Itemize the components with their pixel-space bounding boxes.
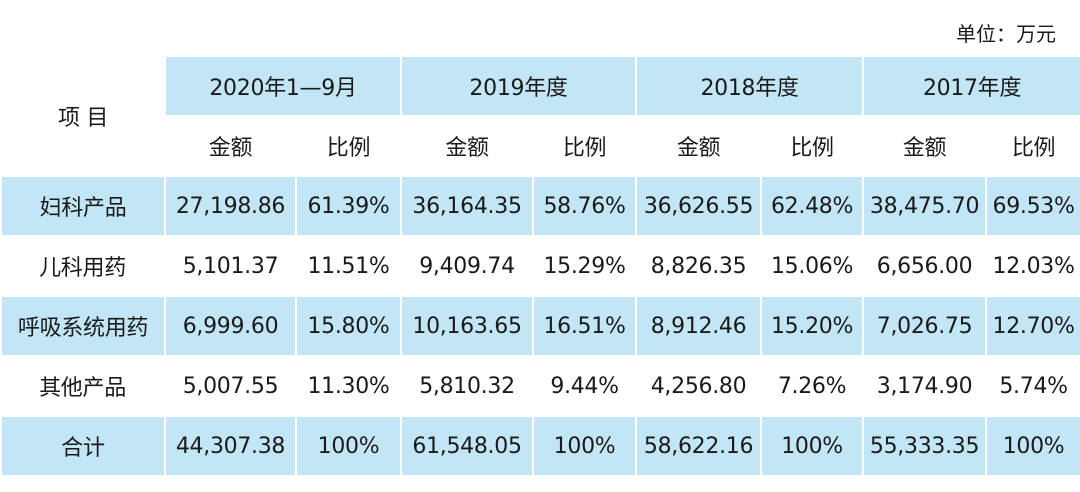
cell: 58,622.16	[635, 415, 763, 477]
column-header: 比例	[985, 115, 1080, 177]
data-row: 儿科用药 5,101.37 11.51% 9,409.74 15.29% 8,826.35…	[1, 235, 1080, 297]
cell: 5.74%	[985, 355, 1080, 417]
cell: 15.06%	[760, 235, 865, 297]
cell: 62.48%	[760, 175, 865, 237]
column-header: 金额	[635, 115, 763, 177]
cell: 4,256.80	[635, 355, 763, 417]
column-header: 比例	[532, 115, 638, 177]
data-row: 呼吸系统用药 6,999.60 15.80% 10,163.65 16.51% 8,912…	[0, 295, 1080, 357]
row-label: 儿科用药	[1, 235, 166, 297]
header-row: 项 目 2020年1—9月 2019年度 2018年度 2017年度	[0, 55, 1080, 177]
cell: 9,409.74	[400, 235, 535, 297]
cell: 12.70%	[985, 295, 1080, 357]
cell: 27,198.86	[164, 175, 297, 237]
row-label: 其他产品	[1, 355, 166, 417]
cell: 5,101.37	[164, 235, 297, 297]
cell: 7,026.75	[862, 295, 988, 357]
cell: 36,164.35	[400, 175, 535, 237]
period-header: 2020年1—9月	[163, 55, 403, 117]
cell: 9.44%	[532, 355, 638, 417]
cell: 100%	[760, 415, 865, 477]
cell: 6,656.00	[862, 235, 988, 297]
cell: 15.80%	[294, 295, 403, 357]
table-body: 项 目 2020年1—9月 2019年度 2018年度 2017年度 金额 比例 金额 比例 金额…	[0, 55, 1080, 477]
column-header: 金额	[400, 115, 535, 177]
cell: 3,174.90	[862, 355, 988, 417]
cell: 5,007.55	[164, 355, 297, 417]
cell: 8,912.46	[635, 295, 763, 357]
cell: 16.51%	[532, 295, 638, 357]
column-header: 比例	[294, 115, 403, 177]
cell: 61.39%	[294, 175, 403, 237]
cell: 11.30%	[294, 355, 403, 417]
column-header: 比例	[760, 115, 865, 177]
row-label: 妇科产品	[0, 175, 166, 237]
cell: 61,548.05	[400, 415, 535, 477]
cell: 58.76%	[532, 175, 638, 237]
cell: 100%	[985, 415, 1080, 477]
data-row: 合计 44,307.38 100% 61,548.05 100% 58,622.16 100…	[0, 415, 1080, 477]
subheader-row: 金额 比例 金额 比例 金额 比例 金额 比例	[1, 115, 1080, 177]
cell: 6,999.60	[164, 295, 297, 357]
data-row: 妇科产品 27,198.86 61.39% 36,164.35 58.76% 36,626…	[0, 175, 1080, 237]
cell: 5,810.32	[400, 355, 535, 417]
data-row: 其他产品 5,007.55 11.30% 5,810.32 9.44% 4,256.80 7…	[1, 355, 1080, 417]
data-table: 项 目 2020年1—9月 2019年度 2018年度 2017年度 金额 比例 金额 比例 金额…	[0, 55, 1080, 477]
cell: 44,307.38	[164, 415, 297, 477]
cell: 100%	[294, 415, 403, 477]
cell: 10,163.65	[400, 295, 535, 357]
cell: 11.51%	[294, 235, 403, 297]
cell: 15.29%	[532, 235, 638, 297]
cell: 69.53%	[985, 175, 1080, 237]
column-header: 金额	[862, 115, 988, 177]
cell: 7.26%	[760, 355, 865, 417]
cell: 38,475.70	[862, 175, 988, 237]
period-header: 2017年度	[862, 55, 1080, 117]
period-header: 2019年度	[400, 55, 638, 117]
cell: 36,626.55	[635, 175, 763, 237]
item-header: 项 目	[0, 55, 166, 177]
unit-label: 单位：万元	[956, 22, 1056, 46]
period-header: 2018年度	[635, 55, 865, 117]
cell: 12.03%	[985, 235, 1080, 297]
column-header: 金额	[164, 115, 297, 177]
row-label: 呼吸系统用药	[0, 295, 166, 357]
row-label: 合计	[0, 415, 166, 477]
cell: 100%	[532, 415, 638, 477]
cell: 8,826.35	[635, 235, 763, 297]
cell: 15.20%	[760, 295, 865, 357]
cell: 55,333.35	[862, 415, 988, 477]
